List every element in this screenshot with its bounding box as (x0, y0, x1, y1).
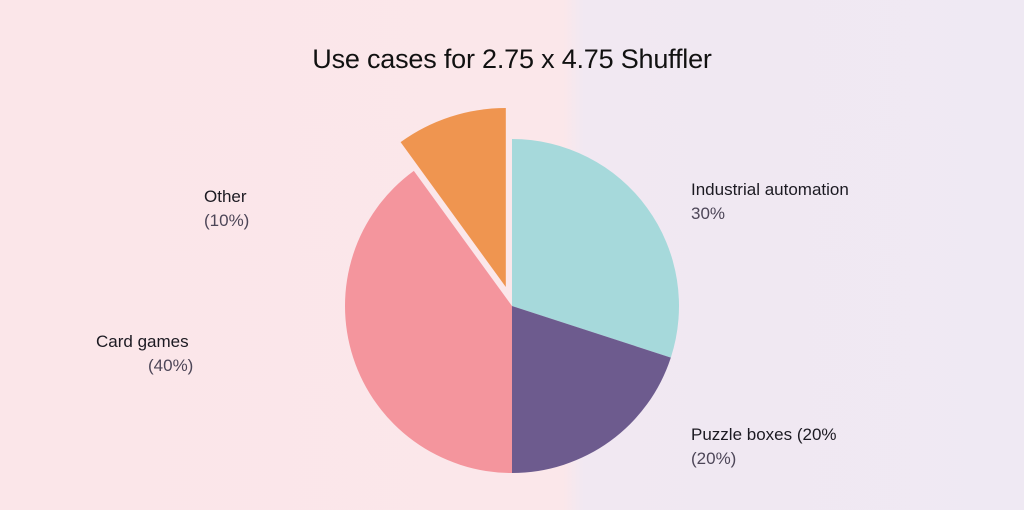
pie-slice-other (400, 107, 506, 287)
chart-title: Use cases for 2.75 x 4.75 Shuffler (312, 44, 712, 74)
pie-slice-card-games (345, 170, 512, 473)
label-puzzle-boxes-pct: (20%) (691, 449, 737, 468)
label-other-pct: (10%) (204, 211, 250, 230)
label-card-games-pct: (40%) (148, 356, 194, 375)
pie-slice-puzzle-boxes (512, 306, 671, 473)
label-puzzle-boxes: Puzzle boxes (20% (20%) (691, 423, 837, 471)
label-card-games-name: Card games (96, 332, 189, 351)
pie-slice-industrial-automation (512, 139, 679, 358)
label-other-name: Other (204, 187, 247, 206)
label-card-games: Card games (40%) (96, 330, 193, 378)
label-industrial-automation-pct: 30% (691, 204, 726, 223)
label-industrial-automation-name: Industrial automation (691, 180, 849, 199)
label-puzzle-boxes-name: Puzzle boxes (20% (691, 425, 837, 444)
label-other: Other (10%) (204, 185, 249, 233)
label-industrial-automation: Industrial automation 30% (691, 178, 849, 226)
